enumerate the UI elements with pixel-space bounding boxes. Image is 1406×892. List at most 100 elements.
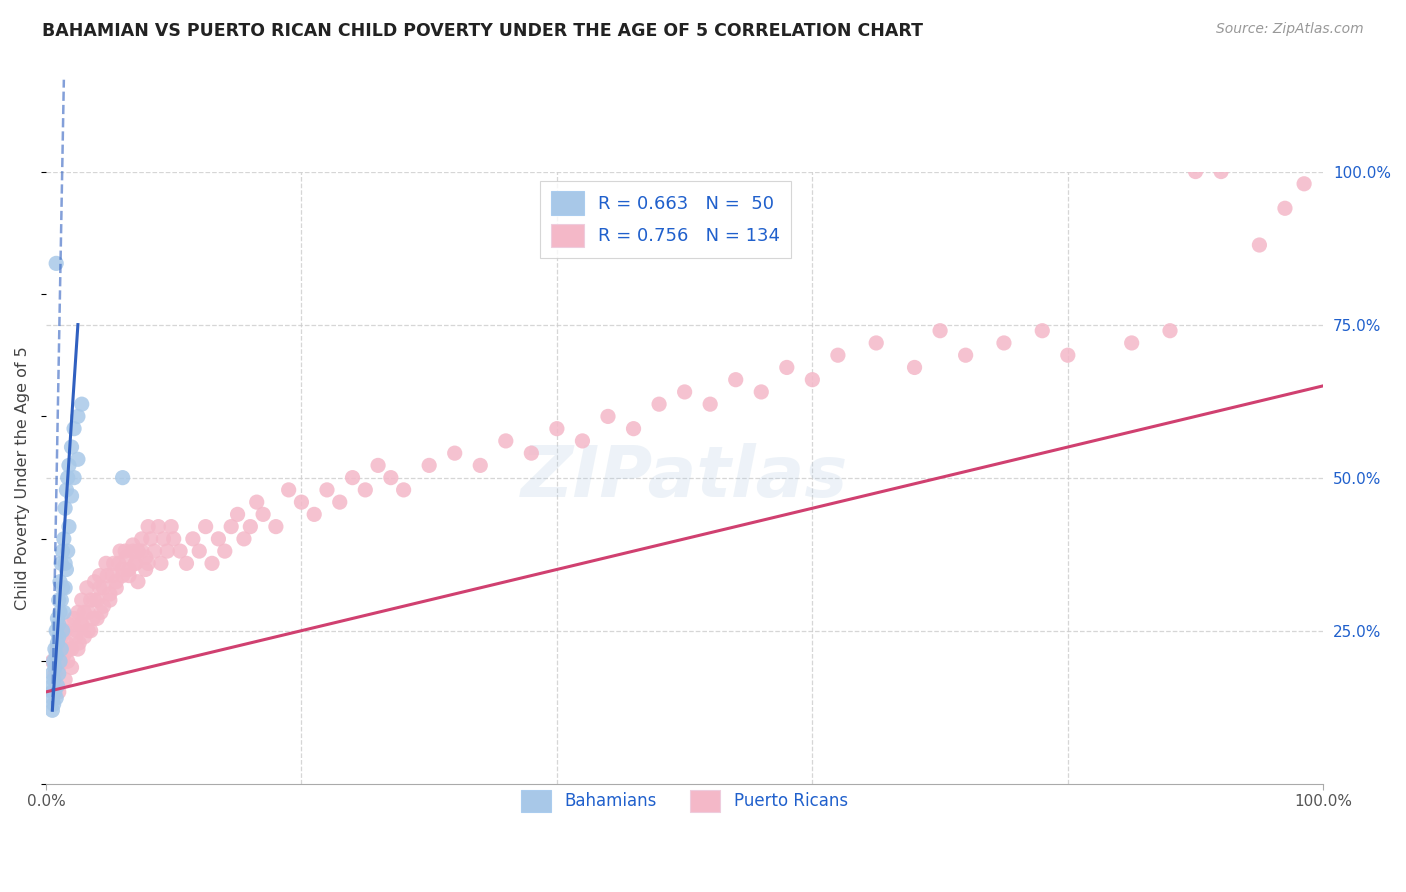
Point	[103, 557, 125, 571]
Point	[149, 557, 172, 571]
Point	[160, 519, 183, 533]
Text: BAHAMIAN VS PUERTO RICAN CHILD POVERTY UNDER THE AGE OF 5 CORRELATION CHART: BAHAMIAN VS PUERTO RICAN CHILD POVERTY U…	[42, 22, 924, 40]
Point	[58, 458, 80, 473]
Point	[70, 593, 93, 607]
Point	[42, 654, 65, 668]
Point	[443, 446, 465, 460]
Point	[188, 544, 211, 558]
Point	[115, 550, 138, 565]
Point	[226, 508, 249, 522]
Point	[108, 544, 131, 558]
Point	[392, 483, 415, 497]
Point	[1249, 238, 1271, 252]
Text: Source: ZipAtlas.com: Source: ZipAtlas.com	[1216, 22, 1364, 37]
Point	[143, 544, 166, 558]
Legend: Bahamians, Puerto Ricans: Bahamians, Puerto Ricans	[515, 783, 855, 818]
Point	[354, 483, 377, 497]
Point	[79, 593, 101, 607]
Point	[46, 642, 69, 657]
Point	[49, 574, 72, 589]
Point	[136, 519, 159, 533]
Point	[124, 557, 146, 571]
Point	[48, 593, 70, 607]
Point	[111, 562, 134, 576]
Point	[58, 617, 80, 632]
Point	[118, 562, 141, 576]
Point	[121, 538, 143, 552]
Point	[41, 679, 63, 693]
Point	[46, 611, 69, 625]
Point	[219, 519, 242, 533]
Point	[44, 642, 66, 657]
Point	[66, 605, 89, 619]
Point	[65, 630, 87, 644]
Point	[571, 434, 593, 448]
Point	[45, 624, 67, 638]
Point	[79, 624, 101, 638]
Point	[148, 519, 170, 533]
Point	[60, 660, 83, 674]
Point	[53, 501, 76, 516]
Point	[98, 593, 121, 607]
Point	[70, 617, 93, 632]
Point	[1031, 324, 1053, 338]
Point	[42, 697, 65, 711]
Point	[1274, 201, 1296, 215]
Point	[53, 557, 76, 571]
Point	[73, 630, 96, 644]
Point	[1209, 164, 1232, 178]
Point	[77, 605, 100, 619]
Point	[239, 519, 262, 533]
Point	[776, 360, 799, 375]
Point	[69, 617, 91, 632]
Point	[214, 544, 236, 558]
Point	[86, 611, 108, 625]
Point	[749, 384, 772, 399]
Point	[63, 422, 86, 436]
Point	[98, 587, 121, 601]
Point	[207, 532, 229, 546]
Point	[45, 256, 67, 270]
Point	[52, 581, 75, 595]
Point	[90, 605, 112, 619]
Text: ZIPatlas: ZIPatlas	[522, 443, 848, 512]
Point	[277, 483, 299, 497]
Point	[46, 636, 69, 650]
Point	[83, 593, 105, 607]
Point	[105, 574, 128, 589]
Point	[51, 642, 73, 657]
Point	[44, 685, 66, 699]
Point	[51, 630, 73, 644]
Point	[993, 335, 1015, 350]
Point	[156, 544, 179, 558]
Point	[929, 324, 952, 338]
Point	[118, 568, 141, 582]
Point	[52, 532, 75, 546]
Point	[86, 593, 108, 607]
Point	[66, 409, 89, 424]
Point	[66, 452, 89, 467]
Point	[94, 557, 117, 571]
Point	[53, 624, 76, 638]
Point	[233, 532, 256, 546]
Point	[596, 409, 619, 424]
Point	[470, 458, 492, 473]
Point	[114, 544, 136, 558]
Point	[194, 519, 217, 533]
Point	[302, 508, 325, 522]
Point	[127, 574, 149, 589]
Point	[53, 581, 76, 595]
Point	[1121, 335, 1143, 350]
Point	[42, 673, 65, 687]
Point	[181, 532, 204, 546]
Point	[53, 673, 76, 687]
Point	[1159, 324, 1181, 338]
Point	[495, 434, 517, 448]
Point	[673, 384, 696, 399]
Point	[56, 654, 79, 668]
Point	[41, 666, 63, 681]
Point	[66, 642, 89, 657]
Point	[93, 599, 115, 614]
Point	[56, 470, 79, 484]
Point	[52, 605, 75, 619]
